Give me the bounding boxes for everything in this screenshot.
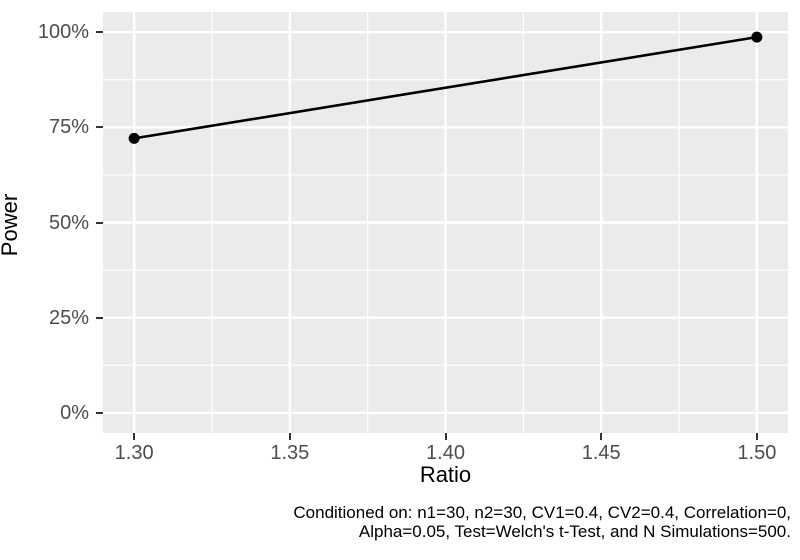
x-axis-title: Ratio	[419, 462, 472, 487]
y-tick-label: 50%	[48, 211, 89, 234]
caption-line-2: Alpha=0.05, Test=Welch's t-Test, and N S…	[358, 522, 791, 541]
plot-canvas	[103, 12, 788, 433]
y-axis-tick	[96, 31, 103, 34]
chart-caption: Conditioned on: n1=30, n2=30, CV1=0.4, C…	[91, 503, 791, 541]
y-axis-tick	[96, 316, 103, 319]
data-point	[751, 31, 763, 43]
y-tick-label: 100%	[37, 21, 89, 44]
plot-panel	[103, 12, 788, 433]
x-axis-tick	[444, 433, 447, 440]
x-axis-tick	[288, 433, 291, 440]
y-axis-tick	[96, 126, 103, 129]
y-axis-tick	[96, 411, 103, 414]
y-tick-label: 25%	[48, 306, 89, 329]
data-point	[128, 132, 140, 144]
x-tick-label: 1.30	[114, 442, 154, 464]
x-tick-label: 1.50	[737, 442, 777, 464]
series-line	[133, 35, 758, 140]
y-axis-title: Power	[0, 193, 22, 257]
caption-line-1: Conditioned on: n1=30, n2=30, CV1=0.4, C…	[293, 503, 791, 522]
x-axis-tick	[600, 433, 603, 440]
x-axis-tick	[133, 433, 136, 440]
y-tick-label: 0%	[60, 401, 89, 424]
x-tick-label: 1.40	[426, 442, 465, 464]
x-tick-label: 1.45	[581, 442, 621, 464]
x-axis-tick	[755, 433, 758, 440]
y-axis-tick	[96, 221, 103, 224]
y-tick-label: 75%	[48, 116, 89, 139]
x-tick-label: 1.35	[270, 442, 310, 464]
